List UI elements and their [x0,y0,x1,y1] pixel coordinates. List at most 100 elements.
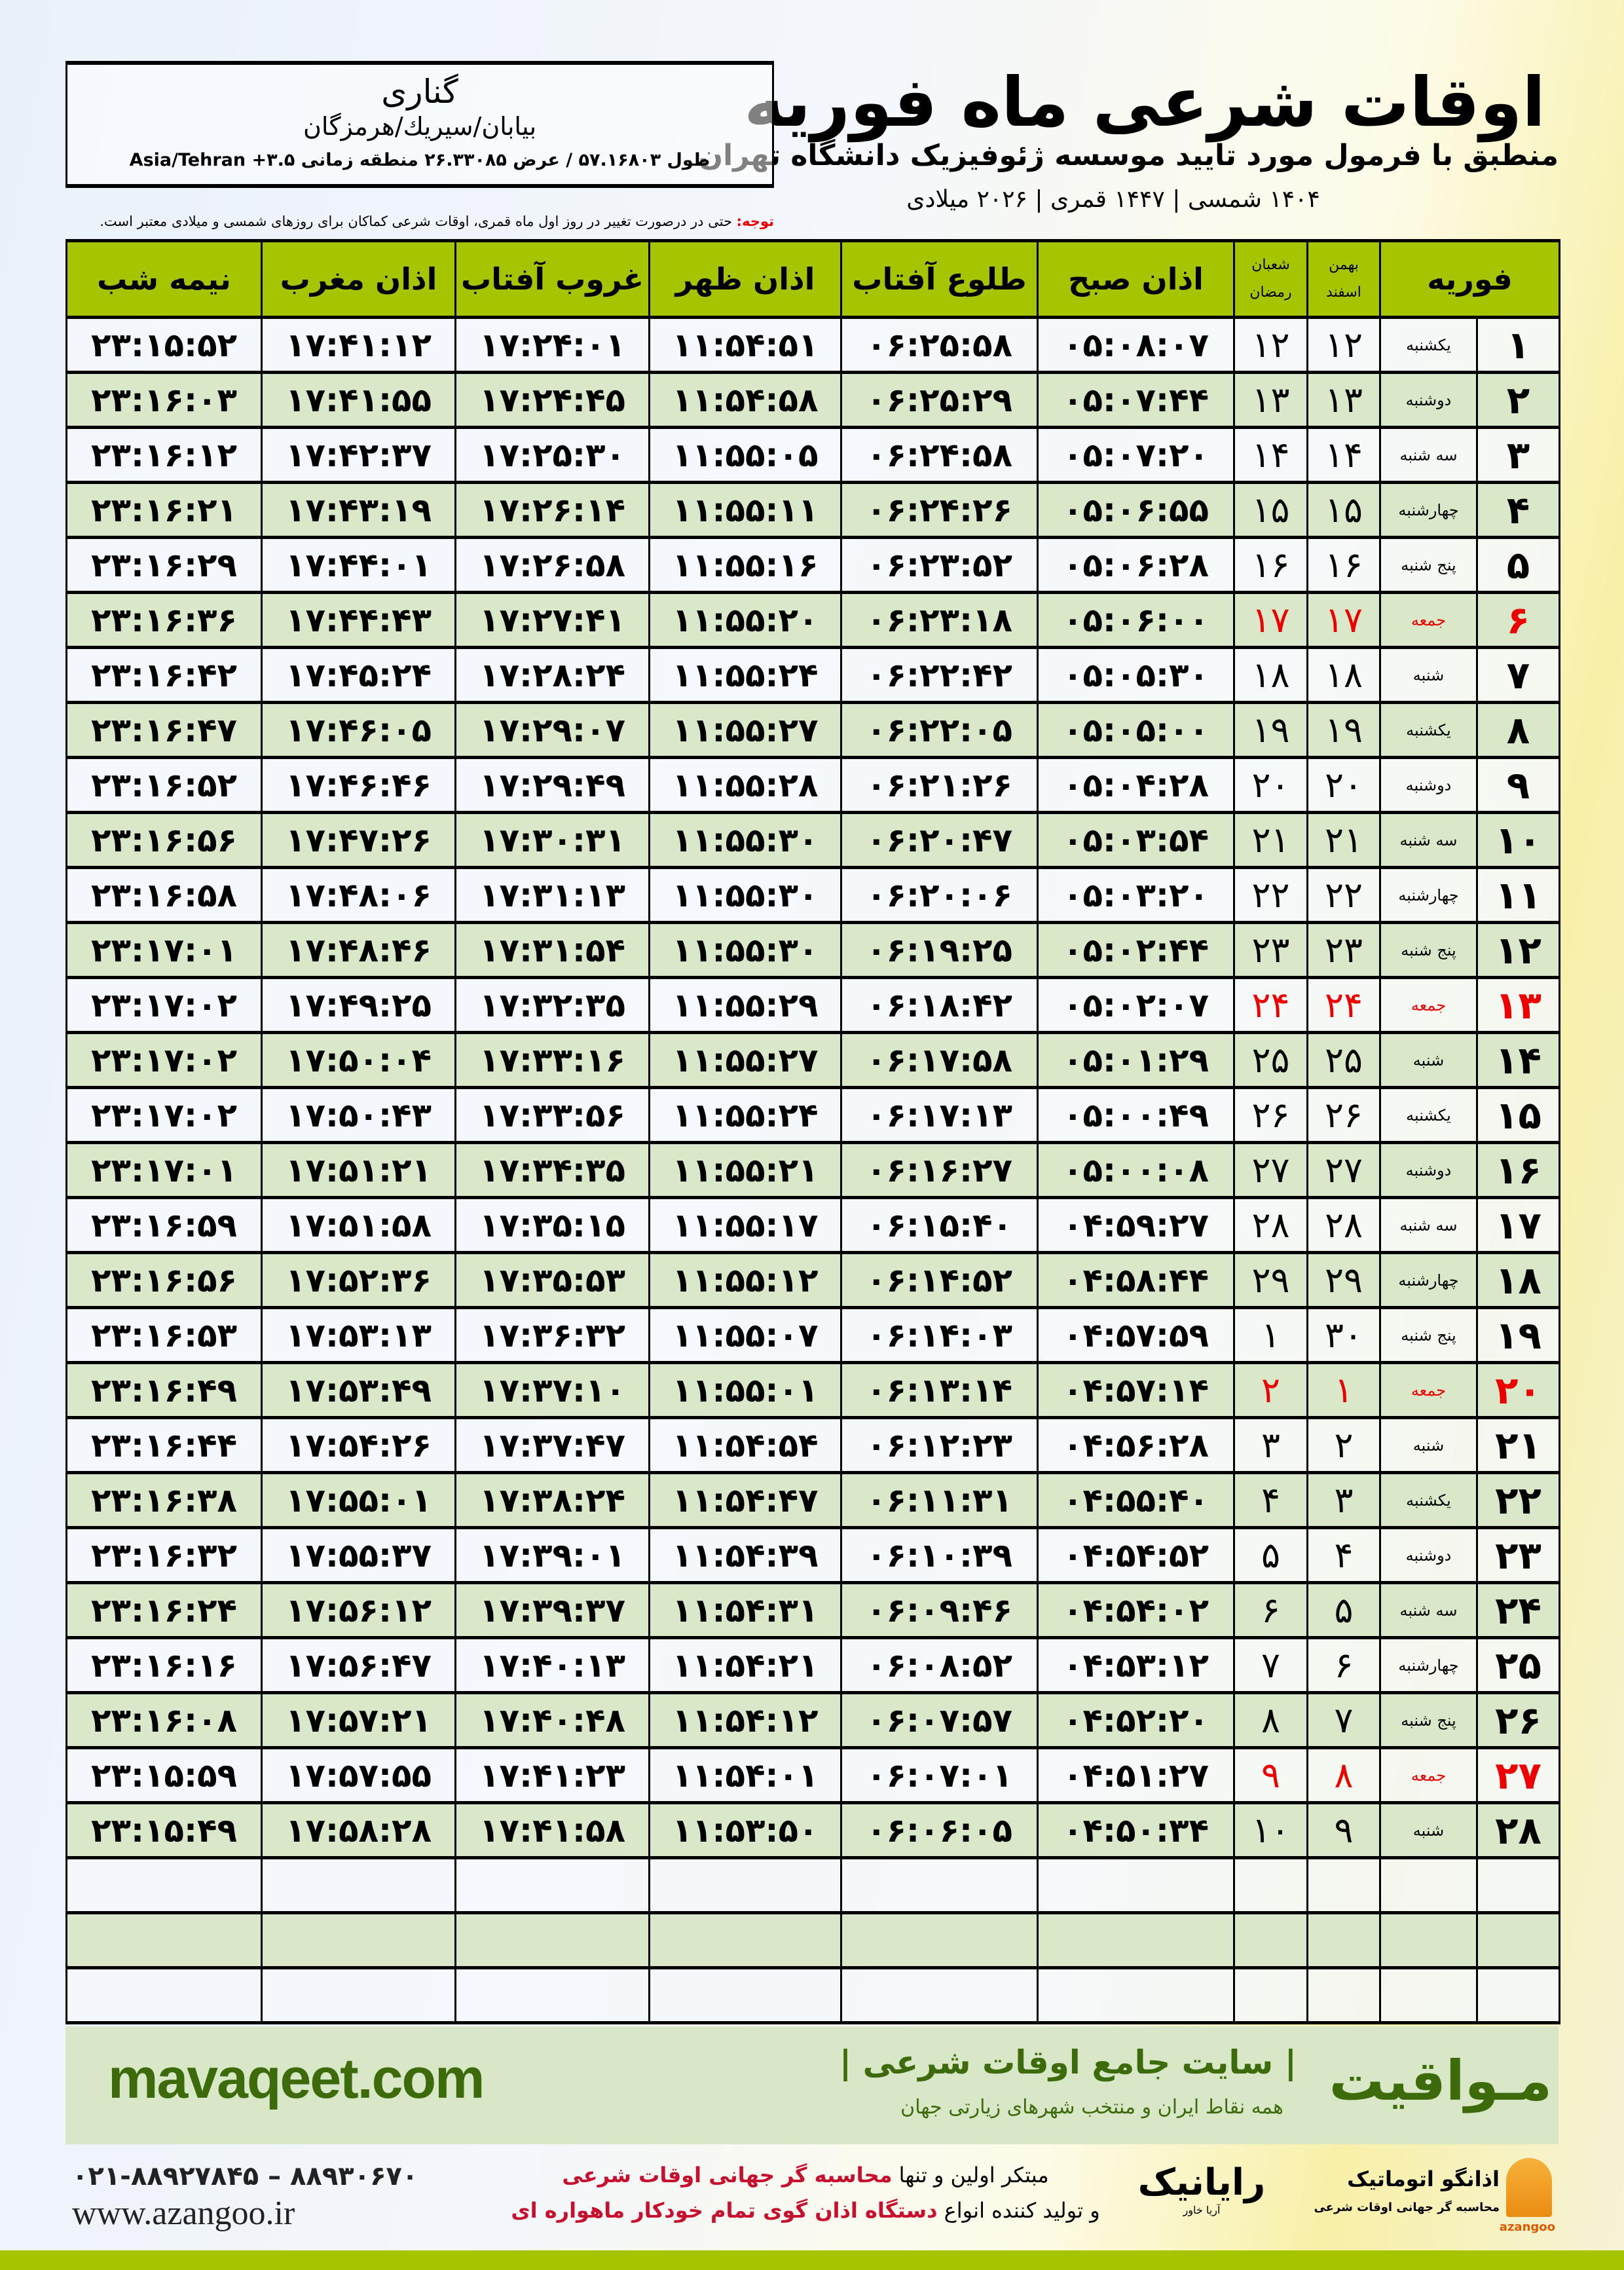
cell-solar-day: ۴ [1306,1526,1381,1584]
cell-solar-day: ۱۷ [1306,591,1381,649]
cell-day: ۱۷ [1476,1196,1560,1254]
note-label: توجه: [736,214,774,229]
cell-dhuhr: ۱۱:۵۵:۲۴ [648,1086,842,1144]
cell-fajr: ۰۴:۵۰:۳۴ [1037,1801,1235,1859]
cell-midnight: ۲۳:۱۶:۳۲ [65,1526,263,1584]
cell-weekday: شنبه [1379,1031,1478,1089]
cell-weekday: پنج شنبه [1379,1691,1478,1749]
cell-weekday: شنبه [1379,646,1478,704]
cell-sunset: ۱۷:۳۸:۲۴ [454,1471,650,1529]
cell-midnight: ۲۳:۱۶:۳۸ [65,1471,263,1529]
table-row: ۱ یکشنبه ۱۲ ۱۲ ۰۵:۰۸:۰۷ ۰۶:۲۵:۵۸ ۱۱:۵۴:۵۱ ۱۷:۲۴… [65,316,1560,374]
cell-lunar-day: ۱۸ [1233,646,1308,704]
cell-solar-day: ۱۴ [1306,426,1381,484]
bottom-bar [0,2250,1624,2270]
cell-fajr: ۰۵:۰۶:۰۰ [1037,591,1235,649]
cell-sunset: ۱۷:۲۴:۰۱ [454,316,650,374]
table-row: ۲ دوشنبه ۱۳ ۱۳ ۰۵:۰۷:۴۴ ۰۶:۲۵:۲۹ ۱۱:۵۴:۵۸ ۱۷:۲۴… [65,371,1560,429]
cell-fajr: ۰۴:۵۵:۴۰ [1037,1471,1235,1529]
cell-dhuhr [648,1966,842,2024]
cell-fajr: ۰۴:۵۴:۵۲ [1037,1526,1235,1584]
cell-midnight: ۲۳:۱۶:۵۸ [65,866,263,924]
cell-maghrib: ۱۷:۴۴:۴۳ [261,591,456,649]
note: توجه: حتی در درصورت تغییر در روز اول ماه… [65,214,774,229]
cell-sunset: ۱۷:۳۱:۵۴ [454,921,650,979]
cell-sunset: ۱۷:۳۶:۳۲ [454,1306,650,1364]
cell-dhuhr: ۱۱:۵۴:۵۱ [648,316,842,374]
cell-weekday: یکشنبه [1379,316,1478,374]
cell-weekday: یکشنبه [1379,1086,1478,1144]
table-row: ۲۵ چهارشنبه ۶ ۷ ۰۴:۵۳:۱۲ ۰۶:۰۸:۵۲ ۱۱:۵۴:۲۱ ۱۷:۴… [65,1636,1560,1694]
cell-day: ۲۴ [1476,1581,1560,1639]
cell-lunar-day: ۱۶ [1233,536,1308,594]
azangoo-url[interactable]: www.azangoo.ir [72,2195,295,2232]
cell-fajr: ۰۵:۰۵:۰۰ [1037,701,1235,759]
cell-maghrib: ۱۷:۵۲:۳۶ [261,1251,456,1309]
cell-day: ۳ [1476,426,1560,484]
cell-fajr: ۰۴:۵۱:۲۷ [1037,1746,1235,1804]
col-dhuhr: اذان ظهر [648,239,842,319]
cell-sunrise: ۰۶:۲۱:۲۶ [840,756,1039,814]
cell-maghrib: ۱۷:۵۵:۳۷ [261,1526,456,1584]
site-url[interactable]: mavaqeet.com [108,2047,485,2110]
cell-solar-day: ۱ [1306,1361,1381,1419]
cell-fajr: ۰۵:۰۴:۲۸ [1037,756,1235,814]
cell-solar-day: ۱۹ [1306,701,1381,759]
cell-solar-day: ۹ [1306,1801,1381,1859]
cell-fajr: ۰۴:۵۴:۰۲ [1037,1581,1235,1639]
cell-sunrise: ۰۶:۲۵:۲۹ [840,371,1039,429]
table-row: ۱۱ چهارشنبه ۲۲ ۲۲ ۰۵:۰۳:۲۰ ۰۶:۲۰:۰۶ ۱۱:۵۵:۳۰ ۱۷… [65,866,1560,924]
cell-fajr: ۰۴:۵۶:۲۸ [1037,1416,1235,1474]
cell-dhuhr: ۱۱:۵۵:۳۰ [648,811,842,869]
cell-solar-day: ۲۶ [1306,1086,1381,1144]
cell-sunset: ۱۷:۳۱:۱۳ [454,866,650,924]
cell-sunrise: ۰۶:۲۳:۵۲ [840,536,1039,594]
cell-solar-day: ۱۳ [1306,371,1381,429]
cell-fajr: ۰۵:۰۵:۳۰ [1037,646,1235,704]
cell-sunset: ۱۷:۲۹:۰۷ [454,701,650,759]
cell-sunset: ۱۷:۳۲:۳۵ [454,976,650,1034]
cell-maghrib [261,1911,456,1969]
cell-midnight: ۲۳:۱۶:۳۶ [65,591,263,649]
phone-numbers: ۰۲۱-۸۸۹۲۷۸۴۵ – ۸۸۹۳۰۶۷۰ [72,2161,418,2191]
cell-maghrib: ۱۷:۴۳:۱۹ [261,481,456,539]
col-midnight: نیمه شب [65,239,263,319]
col-fajr: اذان صبح [1037,239,1235,319]
cell-maghrib: ۱۷:۴۱:۵۵ [261,371,456,429]
cell-midnight: ۲۳:۱۶:۲۴ [65,1581,263,1639]
coordinates: طول ۵۷.۱۶۸۰۳ / عرض ۲۶.۳۳۰۸۵ منطقه زمانی … [129,150,710,170]
cell-day: ۱۹ [1476,1306,1560,1364]
cell-weekday [1379,1856,1478,1914]
cell-sunset: ۱۷:۲۶:۱۴ [454,481,650,539]
cell-sunrise: ۰۶:۲۲:۴۲ [840,646,1039,704]
cell-lunar-day: ۲۶ [1233,1086,1308,1144]
cell-dhuhr: ۱۱:۵۵:۳۰ [648,866,842,924]
cell-day: ۸ [1476,701,1560,759]
cell-midnight: ۲۳:۱۶:۲۹ [65,536,263,594]
cell-dhuhr: ۱۱:۵۵:۲۹ [648,976,842,1034]
cell-maghrib: ۱۷:۵۸:۲۸ [261,1801,456,1859]
cell-day: ۲۶ [1476,1691,1560,1749]
cell-weekday: چهارشنبه [1379,481,1478,539]
cell-weekday: دوشنبه [1379,1141,1478,1199]
cell-midnight: ۲۳:۱۶:۰۸ [65,1691,263,1749]
promo-2a: و تولید کننده انواع [937,2198,1100,2223]
cell-fajr: ۰۵:۰۱:۲۹ [1037,1031,1235,1089]
cell-midnight: ۲۳:۱۷:۰۲ [65,1086,263,1144]
col-month: فوریه [1379,239,1560,319]
cell-lunar-day: ۱۴ [1233,426,1308,484]
cell-lunar-day: ۲۹ [1233,1251,1308,1309]
cell-solar-day: ۲۵ [1306,1031,1381,1089]
cell-weekday [1379,1911,1478,1969]
table-row [65,1911,1560,1969]
cell-sunrise [840,1966,1039,2024]
solar-month-1: بهمن [1329,257,1359,274]
table-row: ۸ یکشنبه ۱۹ ۱۹ ۰۵:۰۵:۰۰ ۰۶:۲۲:۰۵ ۱۱:۵۵:۲۷ ۱۷:۲۹… [65,701,1560,759]
cell-fajr: ۰۴:۵۷:۵۹ [1037,1306,1235,1364]
table-row: ۲۲ یکشنبه ۳ ۴ ۰۴:۵۵:۴۰ ۰۶:۱۱:۳۱ ۱۱:۵۴:۴۷ ۱۷:۳۸:… [65,1471,1560,1529]
cell-sunset: ۱۷:۳۳:۵۶ [454,1086,650,1144]
cell-day: ۷ [1476,646,1560,704]
cell-maghrib: ۱۷:۴۷:۲۶ [261,811,456,869]
cell-fajr: ۰۵:۰۳:۵۴ [1037,811,1235,869]
cell-sunset: ۱۷:۲۷:۴۱ [454,591,650,649]
